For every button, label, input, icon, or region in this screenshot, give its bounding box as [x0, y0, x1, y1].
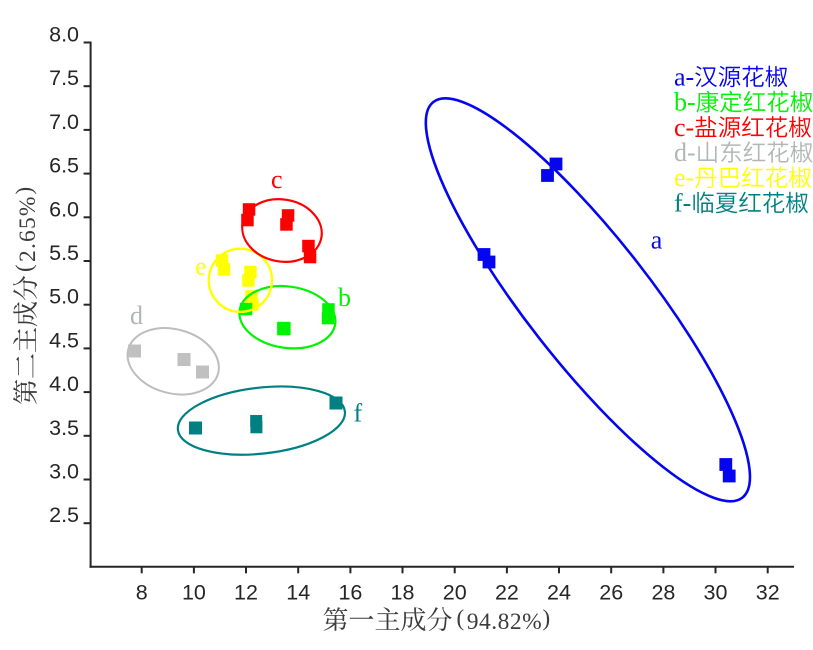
svg-text:(: (: [457, 606, 465, 631]
svg-text:6.0: 6.0: [49, 197, 79, 221]
svg-text:6.5: 6.5: [49, 154, 79, 178]
svg-text:(: (: [12, 264, 37, 272]
svg-text:8.0: 8.0: [49, 23, 79, 47]
svg-text:c-: c-: [674, 113, 694, 142]
svg-text:94.82%: 94.82%: [467, 609, 542, 635]
svg-text:26: 26: [599, 581, 623, 605]
svg-text:22: 22: [495, 581, 519, 605]
svg-text:c: c: [271, 165, 283, 194]
svg-text:d: d: [130, 301, 143, 330]
svg-text:7.0: 7.0: [49, 110, 79, 134]
svg-text:a: a: [651, 225, 663, 254]
svg-text:14: 14: [286, 581, 310, 605]
svg-text:): ): [12, 187, 37, 195]
svg-text:32: 32: [756, 581, 780, 605]
svg-text:f-: f-: [674, 188, 691, 217]
svg-text:10: 10: [182, 581, 206, 605]
svg-text:18: 18: [391, 581, 415, 605]
svg-text:a-: a-: [674, 62, 694, 91]
svg-text:e: e: [195, 254, 206, 281]
svg-text:30: 30: [704, 581, 728, 605]
svg-text:2.5: 2.5: [49, 503, 79, 527]
svg-text:4.5: 4.5: [49, 328, 79, 352]
svg-text:16: 16: [338, 581, 362, 605]
svg-text:3.0: 3.0: [49, 460, 79, 484]
svg-text:): ): [543, 606, 551, 631]
svg-text:d-: d-: [674, 138, 696, 167]
svg-text:7.5: 7.5: [49, 66, 79, 90]
svg-text:4.0: 4.0: [49, 372, 79, 396]
svg-text:5.5: 5.5: [49, 241, 79, 265]
svg-text:b: b: [338, 283, 351, 312]
svg-text:b-: b-: [674, 88, 696, 117]
svg-text:f: f: [354, 399, 363, 428]
svg-text:5.0: 5.0: [49, 285, 79, 309]
svg-text:12: 12: [234, 581, 258, 605]
svg-text:3.5: 3.5: [49, 416, 79, 440]
svg-text:20: 20: [443, 581, 467, 605]
svg-text:2.65%: 2.65%: [15, 195, 41, 262]
svg-text:8: 8: [136, 581, 148, 605]
svg-text:28: 28: [651, 581, 675, 605]
svg-text:24: 24: [547, 581, 571, 605]
svg-text:e-: e-: [674, 163, 694, 192]
